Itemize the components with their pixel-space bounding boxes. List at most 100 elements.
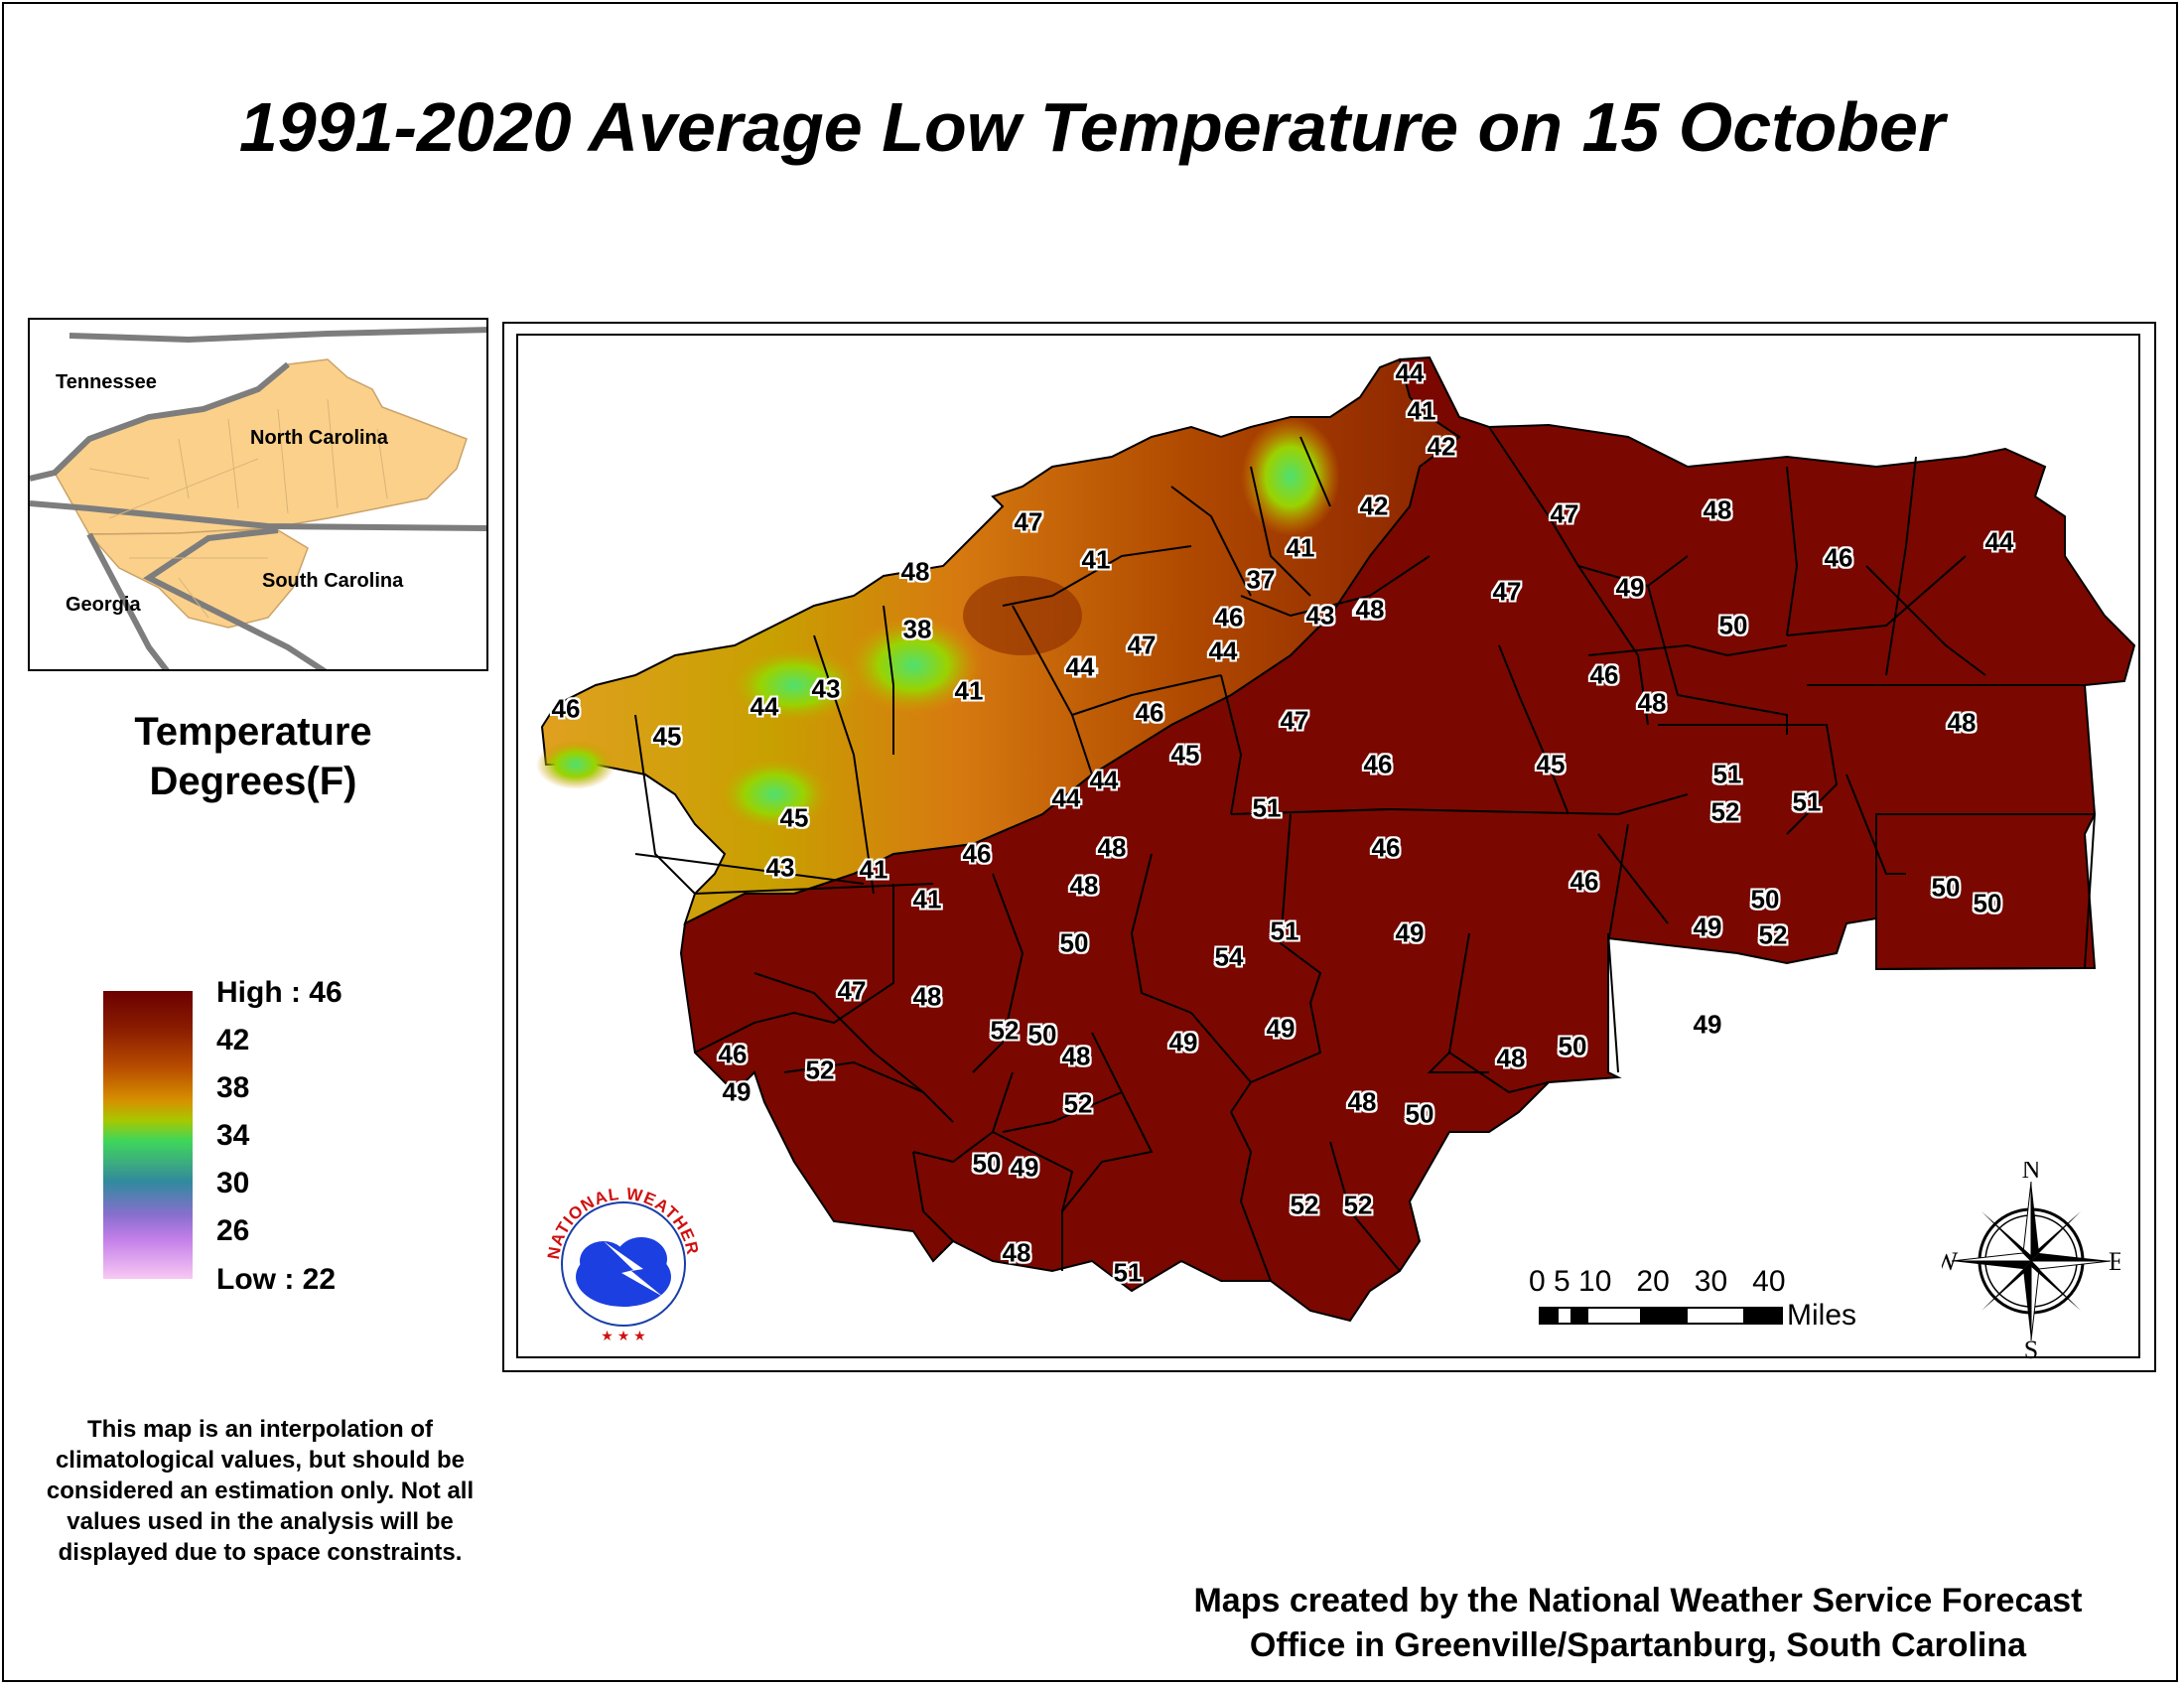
station-value: 49 [722, 1076, 751, 1107]
station-value: 41 [859, 854, 888, 885]
station-value: 41 [954, 675, 984, 706]
station-value: 51 [1792, 786, 1822, 817]
station-value: 48 [1347, 1086, 1377, 1117]
compass-s: S [2024, 1336, 2038, 1360]
station-value: 50 [1973, 888, 2002, 918]
station-value: 48 [1353, 594, 1383, 625]
station-value: 44 [1208, 635, 1238, 666]
station-value: 50 [1931, 872, 1961, 903]
station-value: 48 [912, 981, 942, 1012]
page-title: 1991-2020 Average Low Temperature on 15 … [238, 88, 1946, 166]
lightning-bolt-icon [604, 1241, 663, 1297]
station-value: 47 [1014, 506, 1043, 537]
station-value: 46 [1371, 832, 1401, 863]
credit-line2: Office in Greenville/Spartanburg, South … [1249, 1626, 2027, 1664]
station-value: 46 [1363, 749, 1393, 779]
legend-high-label: High : 46 [216, 976, 342, 1009]
legend-title-line2: Degrees(F) [149, 760, 357, 803]
station-value: 42 [1359, 491, 1389, 521]
station-value: 47 [1492, 576, 1522, 607]
legend-tick: 34 [216, 1119, 250, 1152]
station-value: 52 [990, 1015, 1020, 1046]
station-value: 50 [972, 1148, 1002, 1179]
station-value: 48 [1061, 1041, 1091, 1071]
nws-logo: NATIONAL WEATHER SERVICE ★ ★ ★ [534, 1170, 702, 1343]
station-value: 48 [1097, 832, 1127, 863]
station-value: 44 [1089, 765, 1119, 795]
scale-numbers: 0 5 10 20 30 40 [1529, 1265, 1786, 1298]
legend-color-ramp [103, 991, 193, 1279]
station-value: 48 [1355, 594, 1385, 625]
scale-unit: Miles [1787, 1299, 1857, 1332]
station-value: 52 [1063, 1088, 1093, 1119]
station-value: 49 [1266, 1013, 1296, 1044]
map-inner-frame [516, 334, 2140, 1358]
station-value: 49 [1693, 912, 1722, 942]
station-value: 37 [1246, 564, 1276, 595]
station-value: 48 [1002, 1237, 1031, 1268]
credit-line1: Maps created by the National Weather Ser… [1193, 1582, 2083, 1619]
station-value: 43 [1305, 600, 1335, 631]
station-value: 46 [718, 1039, 748, 1069]
high-elevation-patch [715, 755, 834, 834]
station-value: 45 [1536, 749, 1566, 779]
station-value: 50 [1718, 610, 1748, 640]
station-value: 41 [1407, 395, 1436, 426]
station-value: 51 [1712, 759, 1742, 789]
legend-tick: 38 [216, 1071, 250, 1104]
station-value: 44 [1395, 357, 1425, 388]
legend-tick: 30 [216, 1167, 250, 1199]
station-value: 41 [1081, 544, 1111, 575]
station-value: 49 [1693, 1009, 1722, 1040]
inset-locator-map: Tennessee North Carolina Georgia South C… [28, 318, 488, 671]
inset-label-south-carolina: South Carolina [262, 570, 404, 592]
station-value: 46 [1824, 542, 1853, 573]
station-value: 49 [1615, 572, 1645, 603]
legend-title-line1: Temperature [134, 710, 372, 754]
station-value: 43 [765, 852, 795, 883]
station-value: 47 [1127, 630, 1157, 660]
station-value: 38 [902, 614, 932, 644]
county-boundaries [634, 426, 2085, 1282]
station-value: 44 [1065, 651, 1095, 682]
station-value: 49 [1168, 1027, 1198, 1057]
station-value: 44 [1984, 526, 2014, 557]
station-value: 46 [962, 838, 992, 869]
station-value: 48 [1496, 1043, 1526, 1073]
legend-title: Temperature Degrees(F) [99, 707, 407, 806]
station-value: 50 [1558, 1031, 1587, 1061]
compass-e: E [2109, 1247, 2120, 1276]
legend-low-label: Low : 22 [216, 1263, 337, 1296]
station-value: 48 [1947, 707, 1977, 738]
compass-rose-icon: N S W E [1942, 1162, 2120, 1360]
credit-text: Maps created by the National Weather Ser… [1112, 1579, 2164, 1668]
inset-label-georgia: Georgia [66, 594, 141, 616]
station-value: 48 [1703, 494, 1732, 525]
legend-tick: 42 [216, 1024, 250, 1056]
station-value: 45 [1170, 739, 1200, 770]
inset-label-north-carolina: North Carolina [250, 427, 388, 449]
station-value: 44 [1067, 651, 1097, 682]
compass-w: W [1942, 1247, 1959, 1276]
station-value: 48 [900, 556, 930, 587]
disclaimer-text: This map is an interpolation of climatol… [46, 1416, 475, 1566]
inset-map-graphic [30, 327, 486, 669]
station-value: 47 [1280, 705, 1309, 736]
station-value: 50 [1750, 884, 1780, 914]
station-value: 51 [1113, 1257, 1143, 1288]
high-elevation-patch [1241, 417, 1340, 536]
station-value: 41 [912, 884, 942, 914]
station-value: 52 [805, 1055, 835, 1085]
station-value: 52 [1290, 1190, 1319, 1220]
scale-bar [1539, 1307, 1783, 1325]
station-value: 47 [1550, 498, 1579, 529]
station-value: 46 [1135, 697, 1164, 728]
station-value: 50 [1059, 927, 1089, 958]
legend-tick: 26 [216, 1214, 250, 1247]
station-value: 51 [1252, 792, 1282, 823]
station-value: 48 [1069, 870, 1099, 901]
station-value: 44 [750, 691, 779, 722]
station-value: 49 [1010, 1152, 1039, 1183]
